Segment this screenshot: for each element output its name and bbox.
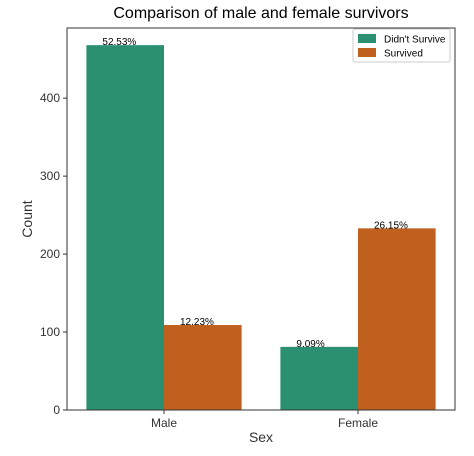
plot-frame: [66, 27, 456, 411]
chart-title: Comparison of male and female survivors: [113, 5, 408, 22]
data-label: 9.09%: [296, 339, 324, 350]
legend: Didn't Survive Survived: [352, 28, 451, 63]
legend-box: [352, 28, 451, 63]
legend-swatch: [358, 34, 376, 43]
y-tick-label: 400: [40, 91, 60, 105]
y-axis: 0 100 200 300 400: [40, 91, 67, 417]
bar-female-series-0: [280, 346, 358, 410]
data-label: 12.23%: [180, 317, 214, 328]
bar-male-series-0: [86, 45, 164, 410]
x-axis: Male Female: [151, 410, 378, 430]
data-label: 26.15%: [374, 220, 408, 231]
data-label: 52.53%: [102, 37, 136, 48]
y-tick-label: 300: [40, 169, 60, 183]
legend-entry: Didn't Survive: [384, 35, 446, 46]
x-tick-label: Male: [151, 416, 177, 430]
y-tick-label: 100: [40, 325, 60, 339]
y-axis-label: Count: [19, 200, 35, 237]
x-tick-label: Female: [338, 416, 378, 430]
x-axis-label: Sex: [249, 429, 273, 445]
y-tick-label: 0: [53, 403, 60, 417]
data-labels-layer: 52.53% 9.09% 12.23% 26.15%: [102, 37, 408, 350]
bar-female-series-1: [358, 228, 436, 410]
bars-layer: [86, 45, 436, 410]
y-tick-label: 200: [40, 247, 60, 261]
legend-entry: Survived: [384, 49, 423, 60]
legend-swatch: [358, 48, 376, 57]
bar-male-series-1: [164, 325, 242, 410]
